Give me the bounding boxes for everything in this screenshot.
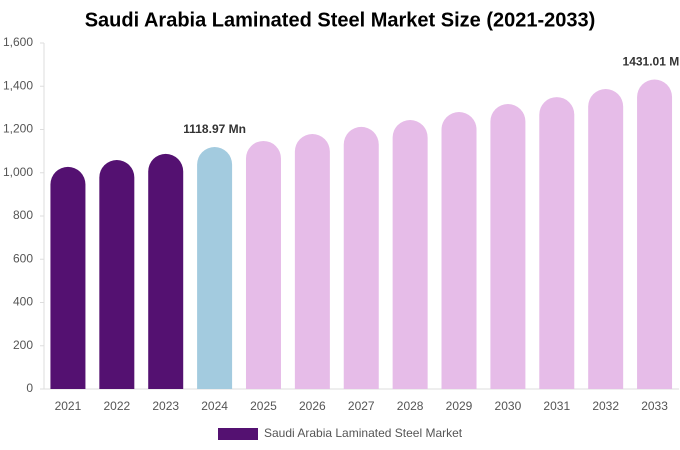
bar	[588, 89, 624, 389]
bar	[637, 79, 673, 389]
bar	[294, 134, 330, 389]
y-tick-label: 1,200	[3, 122, 33, 136]
x-tick-label: 2030	[495, 399, 522, 413]
legend-label: Saudi Arabia Laminated Steel Market	[264, 426, 463, 440]
x-tick-label: 2025	[250, 399, 277, 413]
y-tick-label: 600	[13, 251, 33, 265]
bar	[197, 147, 233, 389]
x-tick-label: 2021	[55, 399, 82, 413]
bar	[148, 153, 184, 389]
x-tick-label: 2032	[592, 399, 619, 413]
x-tick-label: 2023	[152, 399, 179, 413]
bar	[490, 103, 526, 389]
chart-title: Saudi Arabia Laminated Steel Market Size…	[85, 9, 596, 31]
bar	[392, 119, 428, 390]
x-tick-label: 2031	[543, 399, 570, 413]
x-tick-label: 2027	[348, 399, 375, 413]
y-tick-label: 1,600	[3, 35, 33, 49]
y-tick-label: 800	[13, 208, 33, 222]
bar	[99, 159, 135, 389]
bar	[50, 166, 86, 389]
value-label: 1118.97 Mn	[183, 122, 246, 136]
y-tick-label: 1,400	[3, 78, 33, 92]
legend-swatch	[218, 428, 258, 440]
x-tick-label: 2026	[299, 399, 326, 413]
bar	[245, 140, 281, 389]
bar	[343, 126, 379, 390]
y-tick-label: 1,000	[3, 165, 33, 179]
y-tick-label: 200	[13, 338, 33, 352]
y-tick-label: 400	[13, 295, 33, 309]
y-tick-label: 0	[26, 381, 33, 395]
x-tick-label: 2033	[641, 399, 668, 413]
x-tick-label: 2024	[201, 399, 228, 413]
x-tick-label: 2028	[397, 399, 424, 413]
x-tick-label: 2022	[103, 399, 130, 413]
bar	[441, 111, 477, 389]
value-label: 1431.01 Mn	[623, 55, 680, 69]
bar	[539, 97, 575, 389]
x-tick-label: 2029	[446, 399, 473, 413]
